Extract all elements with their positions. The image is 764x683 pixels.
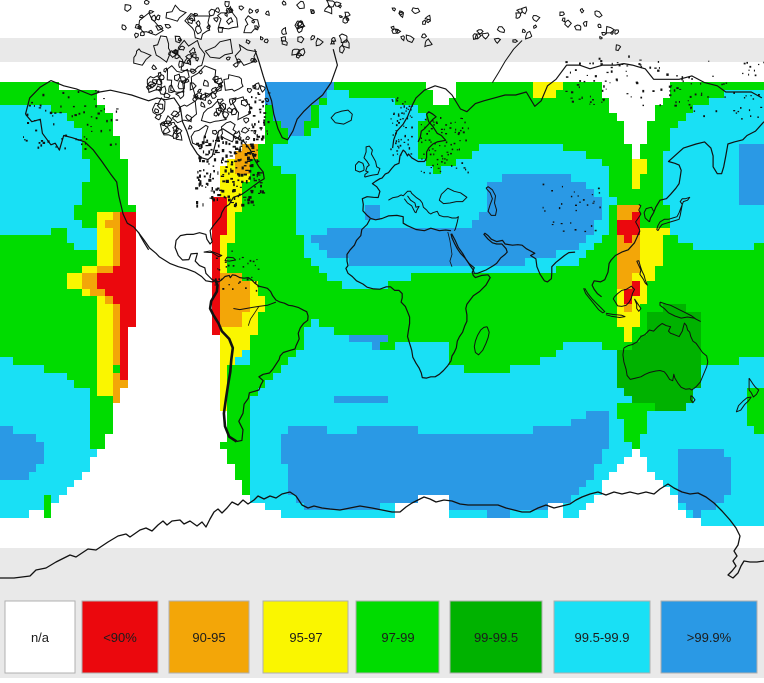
svg-text:99.5-99.9: 99.5-99.9 [575,630,630,645]
svg-text:95-97: 95-97 [289,630,322,645]
svg-text:<90%: <90% [103,630,137,645]
svg-text:>99.9%: >99.9% [687,630,732,645]
svg-text:99-99.5: 99-99.5 [474,630,518,645]
svg-text:97-99: 97-99 [381,630,414,645]
svg-text:n/a: n/a [31,630,50,645]
svg-text:90-95: 90-95 [192,630,225,645]
